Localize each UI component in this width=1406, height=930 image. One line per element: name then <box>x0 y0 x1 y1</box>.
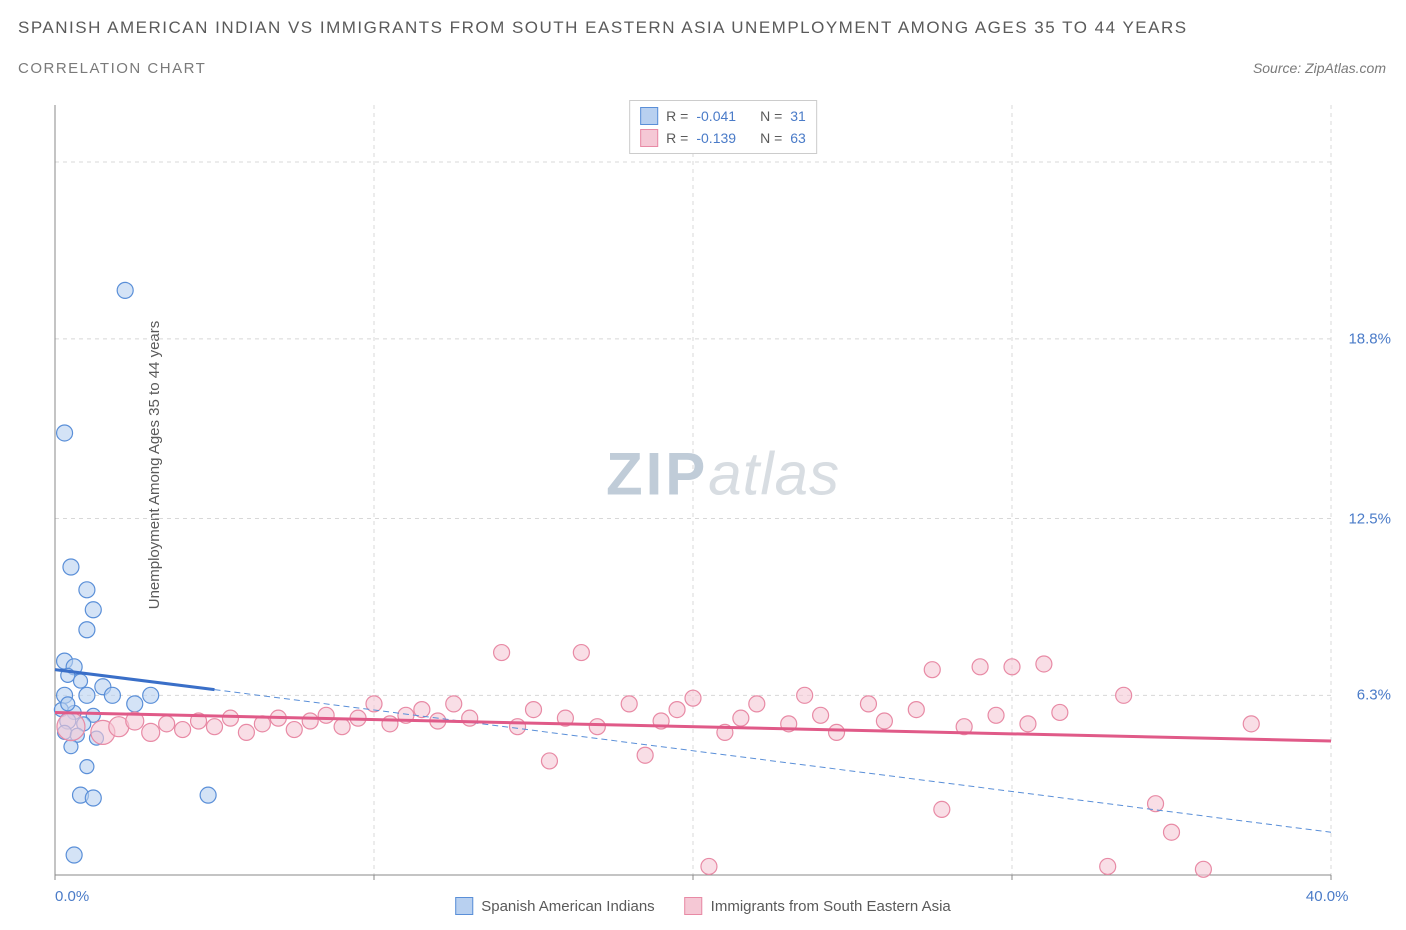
scatter-plot <box>50 100 1396 880</box>
legend-row-series-2: R = -0.139 N = 63 <box>640 127 806 149</box>
legend-item: Immigrants from South Eastern Asia <box>685 897 951 915</box>
r-value-2: -0.139 <box>696 130 736 146</box>
series-legend: Spanish American Indians Immigrants from … <box>455 897 951 915</box>
legend-item: Spanish American Indians <box>455 897 654 915</box>
n-label: N = <box>760 130 782 146</box>
legend-row-series-1: R = -0.041 N = 31 <box>640 105 806 127</box>
legend-label: Spanish American Indians <box>481 898 654 915</box>
n-value-1: 31 <box>790 108 806 124</box>
correlation-legend: R = -0.041 N = 31 R = -0.139 N = 63 <box>629 100 817 154</box>
legend-swatch <box>455 897 473 915</box>
chart-title: SPANISH AMERICAN INDIAN VS IMMIGRANTS FR… <box>18 18 1188 38</box>
r-label: R = <box>666 108 688 124</box>
n-label: N = <box>760 108 782 124</box>
y-tick-label: 6.3% <box>1357 687 1391 704</box>
chart-subtitle: CORRELATION CHART <box>18 60 206 77</box>
y-tick-label: 12.5% <box>1348 510 1391 527</box>
x-tick-label: 0.0% <box>55 888 89 905</box>
legend-swatch <box>685 897 703 915</box>
r-label: R = <box>666 130 688 146</box>
source-attribution: Source: ZipAtlas.com <box>1253 60 1386 76</box>
legend-swatch-pink <box>640 129 658 147</box>
n-value-2: 63 <box>790 130 806 146</box>
x-tick-label: 40.0% <box>1306 888 1349 905</box>
y-tick-label: 18.8% <box>1348 330 1391 347</box>
chart-area: R = -0.041 N = 31 R = -0.139 N = 63 ZIPa… <box>50 100 1396 880</box>
legend-swatch-blue <box>640 107 658 125</box>
r-value-1: -0.041 <box>696 108 736 124</box>
legend-label: Immigrants from South Eastern Asia <box>711 898 951 915</box>
